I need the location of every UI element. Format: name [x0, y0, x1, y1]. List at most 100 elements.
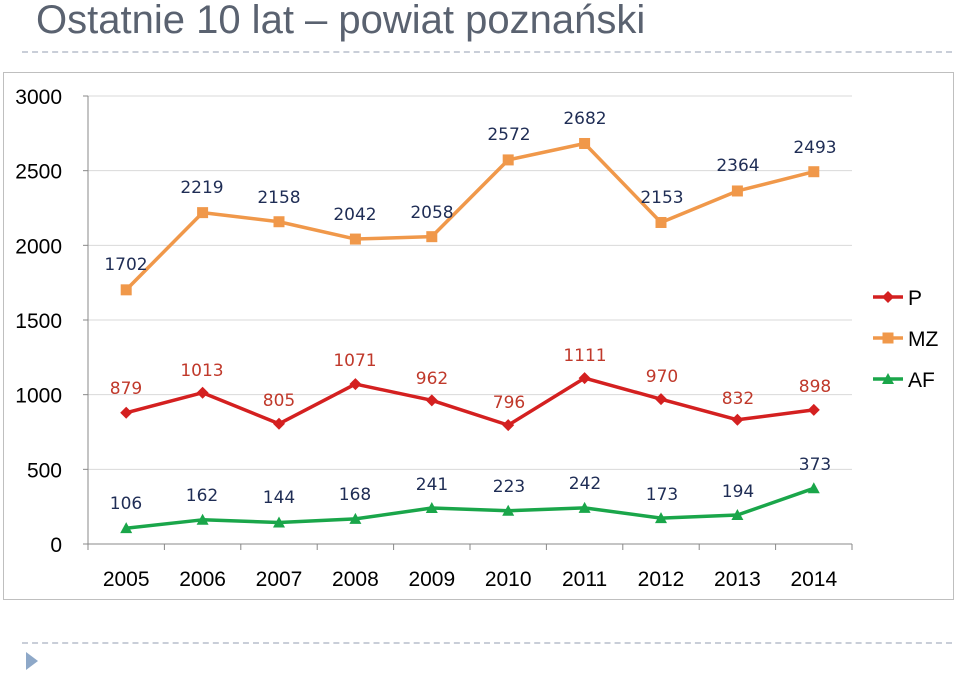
data-point-diamond	[273, 417, 285, 430]
data-label: 970	[646, 367, 678, 387]
y-tick-label: 1500	[15, 310, 62, 333]
data-point-square	[808, 166, 820, 178]
next-arrow-icon[interactable]	[26, 652, 38, 670]
data-label: 144	[263, 488, 295, 508]
x-tick-label: 2014	[790, 568, 837, 591]
data-label: 2364	[716, 156, 759, 176]
x-axis-ticks: 2005 2006 2007 2008 2009 2010 2011 2012 2013 2014	[87, 544, 853, 591]
data-label: 162	[186, 486, 218, 506]
x-tick-label: 2011	[562, 568, 607, 591]
legend-label: P	[908, 287, 922, 310]
data-point-triangle	[502, 504, 515, 516]
data-point-diamond	[807, 403, 820, 416]
x-tick-label: 2007	[256, 568, 303, 591]
series-line-mz	[124, 141, 815, 292]
gridlines	[88, 95, 852, 470]
data-point-triangle	[882, 373, 894, 384]
data-point-triangle	[273, 516, 285, 528]
y-tick-label: 2500	[15, 161, 62, 184]
data-label: 173	[646, 485, 678, 505]
y-tick-label: 0	[50, 534, 62, 557]
data-label: 796	[493, 393, 525, 413]
series-line-p	[125, 376, 815, 427]
series-group	[120, 137, 820, 534]
data-label: 2682	[563, 109, 606, 129]
data-point-triangle	[349, 512, 362, 524]
series-p	[120, 372, 820, 432]
data-point-square	[120, 284, 132, 296]
x-tick-label: 2013	[714, 568, 761, 591]
data-label: 1111	[563, 346, 606, 366]
data-point-square	[349, 233, 361, 245]
x-tick-label: 2006	[179, 568, 226, 591]
data-label: 832	[722, 389, 754, 409]
data-label: 2219	[180, 178, 223, 198]
data-point-square	[197, 207, 209, 219]
x-tick-label: 2010	[485, 568, 532, 591]
series-af	[120, 482, 820, 534]
series-mz	[120, 137, 820, 296]
x-tick-label: 2012	[638, 568, 685, 591]
chart-frame	[3, 72, 954, 600]
data-label: 1702	[104, 255, 147, 275]
data-label: 2058	[410, 203, 453, 223]
x-tick-label: 2009	[408, 568, 455, 591]
data-point-diamond	[882, 291, 894, 303]
data-labels: 879 1013 805 1071 962 796 1111 970 832 898 1702 221…	[104, 109, 836, 514]
y-axis-ticks: 0 500 1000 1500 2000 2500 3000	[15, 86, 88, 557]
data-point-square	[502, 154, 514, 166]
data-point-square	[731, 185, 743, 197]
data-point-triangle	[655, 512, 667, 524]
data-point-triangle	[120, 522, 133, 534]
data-label: 168	[339, 485, 371, 505]
y-tick-label: 3000	[15, 86, 62, 109]
data-label: 2153	[640, 188, 683, 208]
data-label: 879	[110, 379, 142, 399]
slide-title: Ostatnie 10 lat – powiat poznański	[36, 0, 646, 42]
y-tick-label: 1000	[15, 385, 62, 408]
data-label: 106	[110, 494, 142, 514]
data-label: 898	[799, 377, 831, 397]
data-point-triangle	[425, 502, 438, 514]
data-label: 242	[569, 474, 601, 494]
data-point-triangle	[196, 513, 209, 525]
data-point-square	[655, 216, 667, 228]
legend-label: MZ	[908, 328, 938, 351]
data-point-diamond	[120, 406, 133, 419]
data-label: 1071	[333, 351, 376, 371]
data-label: 2158	[257, 188, 300, 208]
data-point-triangle	[578, 501, 591, 513]
data-label: 241	[416, 475, 448, 495]
data-label: 1013	[180, 361, 223, 381]
series-line-af	[126, 486, 815, 530]
data-label: 194	[722, 482, 754, 502]
data-point-diamond	[655, 393, 667, 406]
data-label: 373	[799, 455, 831, 475]
data-label: 805	[263, 391, 295, 411]
legend: P MZ AF	[873, 287, 938, 392]
data-label: 2493	[793, 138, 836, 158]
data-label: 2042	[333, 205, 376, 225]
data-point-square	[273, 216, 285, 228]
data-point-diamond	[502, 419, 515, 432]
x-tick-label: 2008	[332, 568, 379, 591]
data-label: 223	[493, 477, 525, 497]
data-label: 2572	[487, 125, 530, 145]
data-point-square	[426, 231, 438, 243]
data-point-diamond	[731, 413, 744, 426]
y-tick-label: 500	[27, 459, 62, 482]
y-tick-label: 2000	[15, 235, 62, 258]
data-point-diamond	[578, 372, 591, 385]
legend-label: AF	[908, 369, 935, 392]
data-point-diamond	[425, 394, 438, 407]
data-label: 962	[416, 369, 448, 389]
data-point-diamond	[349, 378, 362, 391]
x-tick-label: 2005	[103, 568, 150, 591]
data-point-triangle	[731, 509, 744, 521]
bottom-divider	[22, 642, 952, 644]
title-divider	[22, 51, 952, 53]
data-point-diamond	[196, 386, 209, 399]
data-point-square	[882, 332, 894, 344]
data-point-square	[579, 137, 591, 149]
